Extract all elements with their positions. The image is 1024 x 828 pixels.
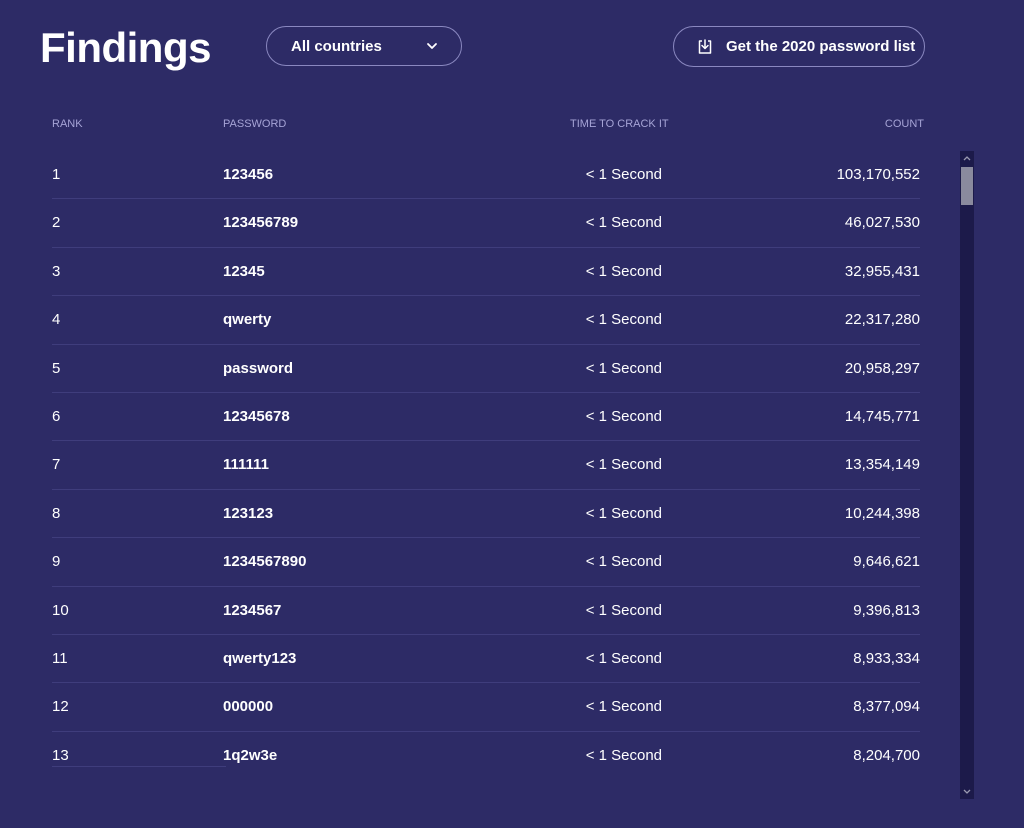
table-row: 8 123123 < 1 Second 10,244,398 xyxy=(52,490,920,539)
row-count: 8,377,094 xyxy=(853,698,920,716)
row-password: 1234567890 xyxy=(223,553,307,571)
row-rank: 11 xyxy=(52,649,68,667)
row-count: 32,955,431 xyxy=(844,262,920,280)
vertical-scrollbar[interactable] xyxy=(960,151,974,799)
row-count: 9,646,621 xyxy=(853,553,920,571)
row-rank: 4 xyxy=(52,311,61,329)
row-password: 1234567 xyxy=(223,601,282,619)
country-select-value: All countries xyxy=(291,37,382,55)
row-password: 1q2w3e xyxy=(223,746,278,764)
row-count: 13,354,149 xyxy=(844,456,920,474)
scroll-up-icon[interactable] xyxy=(960,151,974,165)
column-header-rank[interactable]: RANK xyxy=(52,118,83,130)
row-time-to-crack: < 1 Second xyxy=(585,214,662,232)
row-password: 111111 xyxy=(223,456,269,474)
table-row: 13 1q2w3e < 1 Second 8,204,700 xyxy=(52,732,920,779)
row-time-to-crack: < 1 Second xyxy=(585,746,662,764)
table-row: 3 12345 < 1 Second 32,955,431 xyxy=(52,248,920,297)
table-row: 11 qwerty123 < 1 Second 8,933,334 xyxy=(52,635,920,684)
table-row: 12 000000 < 1 Second 8,377,094 xyxy=(52,683,920,732)
table-row: 2 123456789 < 1 Second 46,027,530 xyxy=(52,199,920,248)
row-password: 12345678 xyxy=(223,407,290,425)
download-password-list-button[interactable]: Get the 2020 password list xyxy=(673,26,925,67)
row-count: 14,745,771 xyxy=(844,407,920,425)
row-time-to-crack: < 1 Second xyxy=(585,504,662,522)
row-count: 8,933,334 xyxy=(853,649,920,667)
row-rank: 2 xyxy=(52,214,61,232)
row-rank: 8 xyxy=(52,504,61,522)
scroll-down-icon[interactable] xyxy=(960,785,974,799)
column-header-password[interactable]: PASSWORD xyxy=(223,118,287,130)
table-body: 1 123456 < 1 Second 103,170,552 2 123456789 < … xyxy=(52,151,920,779)
row-password: 123456789 xyxy=(223,214,299,232)
row-password: 123456 xyxy=(223,166,274,183)
download-icon xyxy=(696,38,714,56)
row-count: 10,244,398 xyxy=(844,504,920,522)
row-password: 123123 xyxy=(223,504,274,522)
row-rank: 13 xyxy=(52,746,69,764)
row-rank: 7 xyxy=(52,456,61,474)
row-count: 8,204,700 xyxy=(853,746,920,764)
row-rank: 1 xyxy=(52,166,61,183)
table-header: RANK PASSWORD TIME TO CRACK IT COUNT xyxy=(52,110,924,140)
table-row: 6 12345678 < 1 Second 14,745,771 xyxy=(52,393,920,442)
row-time-to-crack: < 1 Second xyxy=(585,456,662,474)
row-time-to-crack: < 1 Second xyxy=(585,407,662,425)
row-password: password xyxy=(223,359,294,377)
row-time-to-crack: < 1 Second xyxy=(585,166,662,183)
row-count: 46,027,530 xyxy=(844,214,920,232)
row-password: 000000 xyxy=(223,698,274,716)
row-time-to-crack: < 1 Second xyxy=(585,359,662,377)
row-count: 20,958,297 xyxy=(844,359,920,377)
table-row: 7 111111 < 1 Second 13,354,149 xyxy=(52,441,920,490)
row-rank: 6 xyxy=(52,407,61,425)
table-row: 9 1234567890 < 1 Second 9,646,621 xyxy=(52,538,920,587)
row-time-to-crack: < 1 Second xyxy=(585,311,662,329)
row-rank: 3 xyxy=(52,262,61,280)
row-password: qwerty xyxy=(223,311,272,329)
row-password: qwerty123 xyxy=(223,649,297,667)
scrollbar-thumb[interactable] xyxy=(961,167,973,205)
row-time-to-crack: < 1 Second xyxy=(585,553,662,571)
row-rank: 5 xyxy=(52,359,61,377)
country-select[interactable]: All countries xyxy=(266,26,462,66)
table-row: 5 password < 1 Second 20,958,297 xyxy=(52,345,920,393)
findings-table: RANK PASSWORD TIME TO CRACK IT COUNT 1 12… xyxy=(52,110,924,764)
row-time-to-crack: < 1 Second xyxy=(585,649,662,667)
row-count: 103,170,552 xyxy=(836,166,920,183)
row-rank: 12 xyxy=(52,698,69,716)
row-time-to-crack: < 1 Second xyxy=(585,698,662,716)
download-button-label: Get the 2020 password list xyxy=(726,38,916,55)
row-time-to-crack: < 1 Second xyxy=(585,262,662,280)
table-row: 4 qwerty < 1 Second 22,317,280 xyxy=(52,296,920,345)
row-rank: 10 xyxy=(52,601,69,619)
table-row: 10 1234567 < 1 Second 9,396,813 xyxy=(52,587,920,635)
row-rank: 9 xyxy=(52,553,61,571)
row-divider xyxy=(52,766,226,767)
chevron-down-icon xyxy=(425,39,439,53)
page-title: Findings xyxy=(40,24,211,71)
row-password: 12345 xyxy=(223,262,265,280)
column-header-time-to-crack[interactable]: TIME TO CRACK IT xyxy=(570,118,669,130)
table-row: 1 123456 < 1 Second 103,170,552 xyxy=(52,151,920,200)
column-header-count[interactable]: COUNT xyxy=(884,118,924,130)
row-count: 22,317,280 xyxy=(844,311,920,329)
row-time-to-crack: < 1 Second xyxy=(585,601,662,619)
row-count: 9,396,813 xyxy=(853,601,920,619)
